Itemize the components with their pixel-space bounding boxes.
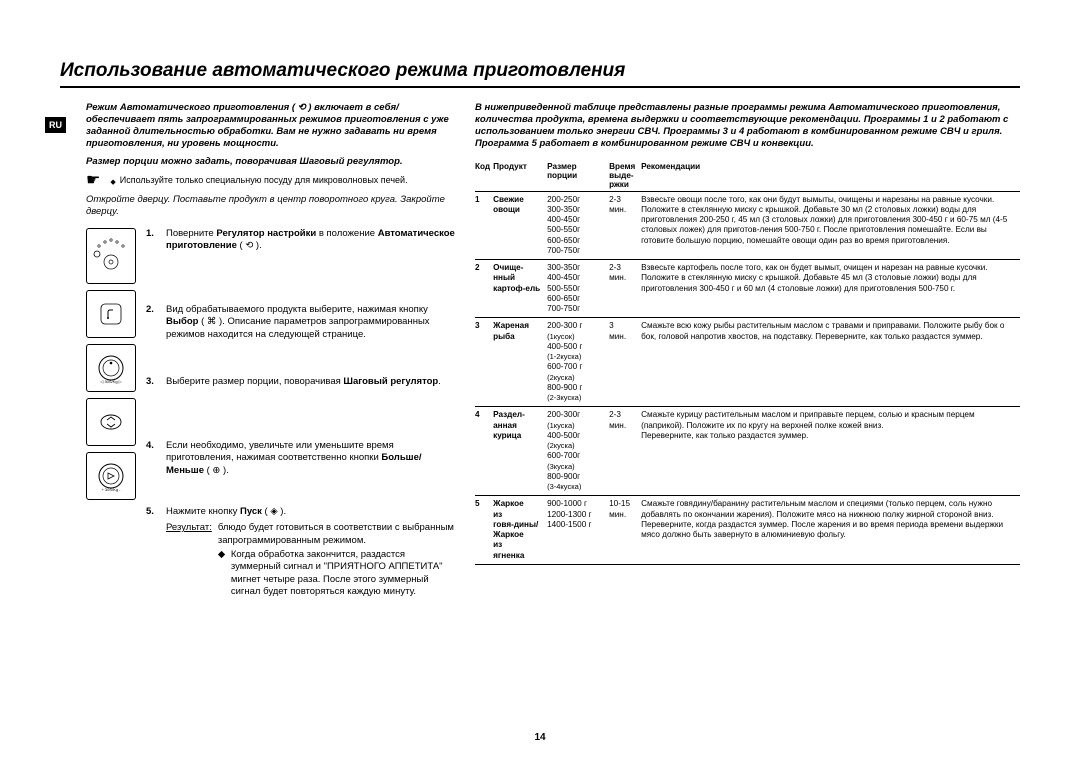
icon-column: ◁ 30S/Kg ▷ + 30S/Kg - xyxy=(86,228,136,602)
intro-text: Режим Автоматического приготовления ( ⟲ … xyxy=(86,102,455,150)
step-body: Если необходимо, увеличьте или уменьшите… xyxy=(166,440,455,492)
table-row: 4Раздел-аннаякурица200-300г(1куска)400-5… xyxy=(475,407,1020,496)
step-num: 2. xyxy=(146,304,158,362)
cell-rec: Смажьте курицу растительным маслом и при… xyxy=(641,407,1020,496)
cell-prod: Раздел-аннаякурица xyxy=(493,407,547,496)
right-intro: В нижеприведенной таблице представлены р… xyxy=(475,102,1020,150)
intro-text-2: Размер порции можно задать, поворачивая … xyxy=(86,156,455,168)
cell-size: 900-1000 г1200-1300 г1400-1500 г xyxy=(547,496,609,565)
rotary-dial-icon: ◁ 30S/Kg ▷ xyxy=(86,344,136,392)
step-1: 1. Поверните Регулятор настройки в полож… xyxy=(146,228,455,290)
page-title: Использование автоматического режима при… xyxy=(60,60,1020,88)
cell-code: 2 xyxy=(475,260,493,318)
cell-code: 4 xyxy=(475,407,493,496)
step-body: Нажмите кнопку Пуск ( ◈ ). Результат: бл… xyxy=(166,506,455,598)
cell-code: 1 xyxy=(475,191,493,260)
cell-prod: Жаркоеизговя-дины/Жаркоеизягненка xyxy=(493,496,547,565)
th-size: Размер порции xyxy=(547,160,609,192)
svg-text:◁ 30S/Kg ▷: ◁ 30S/Kg ▷ xyxy=(100,379,122,384)
note-text: Используйте только специальную посуду дл… xyxy=(120,175,408,185)
result-text: блюдо будет готовиться в соответствии с … xyxy=(218,522,454,545)
cell-code: 3 xyxy=(475,318,493,407)
cell-time: 3мин. xyxy=(609,318,641,407)
steps-text: 1. Поверните Регулятор настройки в полож… xyxy=(146,228,455,602)
cell-time: 2-3мин. xyxy=(609,260,641,318)
step-body: Вид обрабатываемого продукта выберите, н… xyxy=(166,304,455,362)
step-num: 5. xyxy=(146,506,158,598)
step-4: 4. Если необходимо, увеличьте или уменьш… xyxy=(146,440,455,492)
table-row: 3Жаренаярыба200-300 г(1кусок)400-500 г(1… xyxy=(475,318,1020,407)
svg-text:+ 30S/Kg -: + 30S/Kg - xyxy=(101,487,121,492)
table-row: 2Очище-нныйкартоф-ель300-350г400-450г500… xyxy=(475,260,1020,318)
cell-time: 2-3мин. xyxy=(609,407,641,496)
bullet-icon: ◆ xyxy=(110,179,115,186)
th-time: Время выде-ржки xyxy=(609,160,641,192)
step-2: 2. Вид обрабатываемого продукта выберите… xyxy=(146,304,455,362)
cell-size: 200-300 г(1кусок)400-500 г(1-2куска)600-… xyxy=(547,318,609,407)
th-rec: Рекомендации xyxy=(641,160,1020,192)
result-label: Результат: xyxy=(166,522,212,598)
step-num: 3. xyxy=(146,376,158,426)
table-row: 5Жаркоеизговя-дины/Жаркоеизягненка900-10… xyxy=(475,496,1020,565)
diamond-icon: ◆ xyxy=(218,549,225,598)
select-button-icon xyxy=(86,290,136,338)
pointer-icon: ☛ xyxy=(86,175,100,188)
cell-rec: Смажьте всю кожу рыбы растительным масло… xyxy=(641,318,1020,407)
cell-time: 2-3мин. xyxy=(609,191,641,260)
step-5: 5. Нажмите кнопку Пуск ( ◈ ). Результат:… xyxy=(146,506,455,598)
cell-prod: Свежиеовощи xyxy=(493,191,547,260)
result-bullet: Когда обработка закончится, раздастся зу… xyxy=(231,549,455,598)
more-less-icon xyxy=(86,398,136,446)
cell-rec: Взвесьте овощи после того, как они будут… xyxy=(641,191,1020,260)
step-intro: Откройте дверцу. Поставьте продукт в цен… xyxy=(86,194,455,218)
left-column: Режим Автоматического приготовления ( ⟲ … xyxy=(60,102,455,602)
step-5-text: Нажмите кнопку Пуск ( ◈ ). xyxy=(166,506,286,517)
cell-prod: Очище-нныйкартоф-ель xyxy=(493,260,547,318)
cell-size: 300-350г400-450г500-550г600-650г700-750г xyxy=(547,260,609,318)
dial-diagram-icon xyxy=(86,228,136,284)
cell-rec: Взвесьте картофель после того, как он бу… xyxy=(641,260,1020,318)
step-body: Поверните Регулятор настройки в положени… xyxy=(166,228,455,290)
step-3: 3. Выберите размер порции, поворачивая Ш… xyxy=(146,376,455,426)
cell-size: 200-250г300-350г400-450г500-550г600-650г… xyxy=(547,191,609,260)
table-row: 1Свежиеовощи200-250г300-350г400-450г500-… xyxy=(475,191,1020,260)
step-num: 1. xyxy=(146,228,158,290)
start-dial-icon: + 30S/Kg - xyxy=(86,452,136,500)
cell-rec: Смажьте говядину/баранину растительным м… xyxy=(641,496,1020,565)
page-number: 14 xyxy=(534,732,545,743)
note-row: ☛ ◆ Используйте только специальную посуду… xyxy=(86,175,455,188)
step-body: Выберите размер порции, поворачивая Шаго… xyxy=(166,376,441,426)
result-row: Результат: блюдо будет готовиться в соот… xyxy=(166,522,455,598)
programs-table: Код Продукт Размер порции Время выде-ржк… xyxy=(475,160,1020,565)
cell-prod: Жаренаярыба xyxy=(493,318,547,407)
language-badge: RU xyxy=(45,117,66,133)
th-prod: Продукт xyxy=(493,160,547,192)
step-num: 4. xyxy=(146,440,158,492)
right-column: В нижеприведенной таблице представлены р… xyxy=(475,102,1020,602)
cell-code: 5 xyxy=(475,496,493,565)
cell-size: 200-300г(1куска)400-500г(2куска)600-700г… xyxy=(547,407,609,496)
th-code: Код xyxy=(475,160,493,192)
cell-time: 10-15мин. xyxy=(609,496,641,565)
